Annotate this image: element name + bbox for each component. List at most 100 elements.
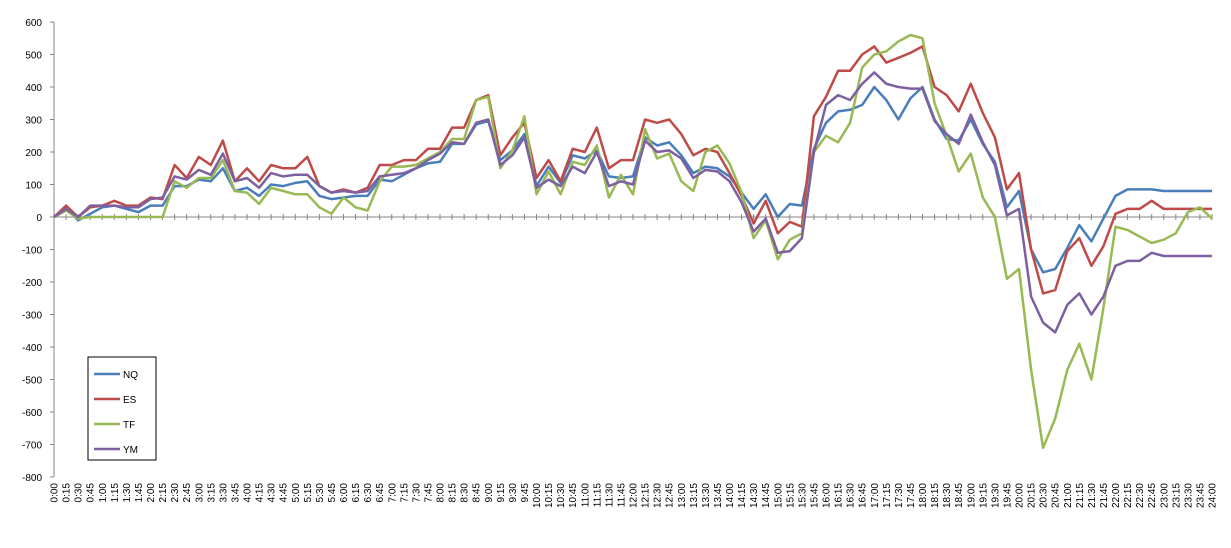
y-tick-label: 300 <box>25 116 42 127</box>
x-tick-label: 20:45 <box>1051 483 1062 508</box>
y-tick-label: -600 <box>22 408 42 419</box>
x-tick-label: 3:30 <box>218 483 229 503</box>
x-tick-label: 3:15 <box>206 483 217 503</box>
y-tick-label: 200 <box>25 148 42 159</box>
x-tick-label: 10:30 <box>556 483 567 508</box>
legend-box <box>87 356 157 461</box>
x-tick-label: 4:45 <box>279 483 290 503</box>
x-tick-label: 1:15 <box>110 483 121 503</box>
legend-label: TF <box>123 420 135 431</box>
x-tick-label: 20:30 <box>1039 483 1050 508</box>
x-tick-label: 14:30 <box>749 483 760 508</box>
x-tick-label: 13:30 <box>701 483 712 508</box>
x-tick-label: 11:00 <box>580 483 591 508</box>
x-tick-label: 1:45 <box>134 483 145 503</box>
series-line <box>53 85 1212 274</box>
x-tick-label: 8:45 <box>472 483 483 503</box>
x-tick-label: 0:30 <box>74 483 85 503</box>
x-tick-label: 15:45 <box>809 483 820 508</box>
x-tick-label: 24:00 <box>1208 483 1219 508</box>
x-tick-label: 17:45 <box>906 483 917 508</box>
x-tick-label: 0:45 <box>86 483 97 503</box>
y-tick-label: 0 <box>36 213 42 224</box>
y-tick-label: -200 <box>22 278 42 289</box>
x-tick-label: 9:30 <box>508 483 519 503</box>
x-tick-label: 3:00 <box>194 483 205 503</box>
x-tick-label: 22:00 <box>1111 483 1122 508</box>
x-tick-label: 10:15 <box>544 483 555 508</box>
x-tick-label: 13:45 <box>713 483 724 508</box>
x-tick-label: 6:00 <box>339 483 350 503</box>
series-line <box>53 71 1212 334</box>
x-tick-label: 7:00 <box>387 483 398 503</box>
x-tick-label: 18:45 <box>954 483 965 508</box>
y-tick-label: 100 <box>25 181 42 192</box>
x-tick-label: 0:00 <box>50 483 61 503</box>
x-tick-label: 19:30 <box>990 483 1001 508</box>
x-tick-label: 11:45 <box>616 483 627 508</box>
x-tick-label: 23:00 <box>1159 483 1170 508</box>
x-tick-label: 12:15 <box>641 483 652 508</box>
y-tick-label: -800 <box>22 473 42 484</box>
x-tick-label: 18:00 <box>918 483 929 508</box>
x-tick-label: 7:15 <box>399 483 410 503</box>
x-tick-label: 15:30 <box>797 483 808 508</box>
x-tick-label: 14:00 <box>725 483 736 508</box>
legend-label: YM <box>123 445 138 456</box>
y-tick-label: -300 <box>22 311 42 322</box>
x-tick-label: 11:30 <box>604 483 615 508</box>
x-tick-label: 17:00 <box>870 483 881 508</box>
x-tick-label: 20:15 <box>1027 483 1038 508</box>
x-tick-label: 8:30 <box>460 483 471 503</box>
x-tick-label: 2:00 <box>146 483 157 503</box>
series-line <box>53 45 1212 295</box>
x-tick-label: 21:15 <box>1075 483 1086 508</box>
x-tick-label: 6:30 <box>363 483 374 503</box>
x-tick-label: 15:15 <box>785 483 796 508</box>
x-tick-label: 9:45 <box>520 483 531 503</box>
x-tick-label: 23:45 <box>1195 483 1206 508</box>
x-tick-label: 2:15 <box>158 483 169 503</box>
x-tick-label: 6:15 <box>351 483 362 503</box>
x-tick-label: 14:45 <box>761 483 772 508</box>
y-tick-label: -400 <box>22 343 42 354</box>
x-tick-label: 13:00 <box>677 483 688 508</box>
x-tick-label: 4:15 <box>255 483 266 503</box>
x-tick-label: 19:15 <box>978 483 989 508</box>
x-tick-label: 11:15 <box>592 483 603 508</box>
x-tick-label: 22:15 <box>1123 483 1134 508</box>
x-tick-label: 17:15 <box>882 483 893 508</box>
x-tick-label: 17:30 <box>894 483 905 508</box>
x-tick-label: 16:15 <box>834 483 845 508</box>
x-tick-label: 5:15 <box>303 483 314 503</box>
x-tick-label: 21:30 <box>1087 483 1098 508</box>
x-tick-label: 2:45 <box>182 483 193 503</box>
x-tick-label: 12:30 <box>653 483 664 508</box>
x-tick-label: 7:30 <box>411 483 422 503</box>
x-tick-label: 8:00 <box>436 483 447 503</box>
x-tick-label: 5:00 <box>291 483 302 503</box>
x-tick-label: 9:00 <box>484 483 495 503</box>
series-line <box>53 33 1213 450</box>
x-tick-label: 10:00 <box>532 483 543 508</box>
x-tick-label: 19:00 <box>966 483 977 508</box>
x-tick-label: 23:15 <box>1171 483 1182 508</box>
x-tick-label: 22:30 <box>1135 483 1146 508</box>
x-tick-label: 5:30 <box>315 483 326 503</box>
y-tick-label: -500 <box>22 376 42 387</box>
y-tick-label: -700 <box>22 441 42 452</box>
x-tick-label: 12:00 <box>629 483 640 508</box>
x-tick-label: 3:45 <box>230 483 241 503</box>
x-tick-label: 16:30 <box>846 483 857 508</box>
y-tick-label: -100 <box>22 246 42 257</box>
x-tick-label: 7:45 <box>423 483 434 503</box>
x-tick-label: 15:00 <box>773 483 784 508</box>
x-tick-label: 8:15 <box>448 483 459 503</box>
x-tick-label: 4:30 <box>267 483 278 503</box>
x-tick-label: 21:00 <box>1063 483 1074 508</box>
x-tick-label: 21:45 <box>1099 483 1110 508</box>
x-tick-label: 16:45 <box>858 483 869 508</box>
x-tick-label: 9:15 <box>496 483 507 503</box>
x-tick-label: 1:30 <box>122 483 133 503</box>
